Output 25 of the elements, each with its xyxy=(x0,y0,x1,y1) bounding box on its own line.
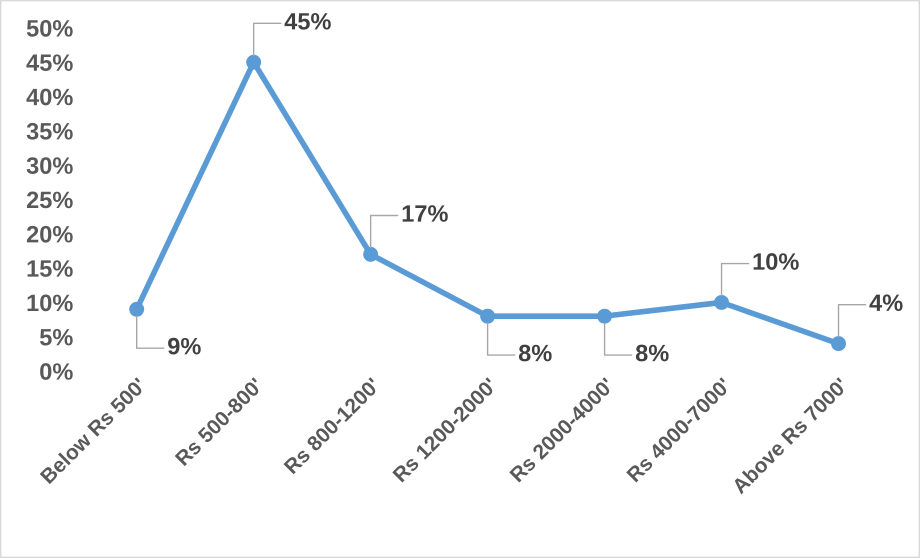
data-label: 10% xyxy=(754,253,799,270)
y-tick-label: 40% xyxy=(26,88,73,106)
data-label: 8% xyxy=(518,344,552,362)
y-tick-label: 30% xyxy=(26,157,73,174)
point xyxy=(246,54,262,70)
point xyxy=(714,294,730,310)
point xyxy=(597,308,612,324)
data-label: 9% xyxy=(168,338,201,355)
data-label: 17% xyxy=(402,205,448,222)
data-label: 45% xyxy=(284,13,331,30)
y-tick-label: 45% xyxy=(26,54,73,72)
y-tick-label: 5% xyxy=(40,328,73,346)
y-tick-label: 0% xyxy=(40,363,73,380)
data-label: 8% xyxy=(636,344,669,362)
y-tick-label: 50% xyxy=(26,20,73,37)
data-label: 4% xyxy=(869,294,903,312)
point xyxy=(480,308,496,324)
y-tick-label: 35% xyxy=(26,122,73,140)
point xyxy=(363,246,378,262)
y-tick-label: 15% xyxy=(28,260,73,277)
point xyxy=(831,336,846,352)
y-tick-label: 20% xyxy=(26,226,73,243)
y-tick-label: 10% xyxy=(28,294,73,312)
y-tick-label: 25% xyxy=(26,192,73,208)
point xyxy=(129,302,144,317)
